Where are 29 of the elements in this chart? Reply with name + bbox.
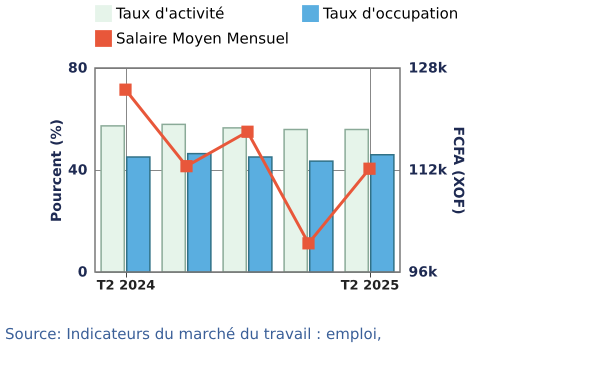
bar: [222, 127, 248, 273]
bar: [248, 156, 273, 273]
point: [180, 160, 193, 172]
source-note: Source: Indicateurs du marché du travail : emploi,: [5, 325, 382, 343]
bar: [100, 125, 126, 273]
y2-tick-label: 96k: [408, 264, 438, 280]
bar: [126, 156, 151, 273]
bar: [161, 124, 186, 273]
y-tick-label: 40: [68, 162, 88, 178]
y-axis-title: Pourcent (%): [49, 119, 66, 222]
bar: [344, 128, 370, 273]
point: [302, 237, 315, 250]
x-tick-label: T2 2025: [340, 278, 400, 294]
bar: [186, 152, 212, 273]
y-tick-label: 0: [78, 264, 88, 280]
y2-axis-title: FCFA (XOF): [450, 126, 466, 215]
legend-label: Taux d'occupation: [322, 4, 458, 23]
y2-tick-label: 128k: [408, 60, 448, 76]
y-tick-label: 80: [68, 60, 88, 76]
point: [119, 84, 132, 96]
y2-tick-label: 112k: [408, 162, 448, 178]
legend-label: Salaire Moyen Mensuel: [116, 30, 289, 48]
bar: [308, 160, 334, 273]
point: [363, 162, 376, 175]
bar: [370, 154, 395, 273]
legend-label: Taux d'activité: [115, 4, 224, 23]
point: [241, 126, 254, 138]
bar: [283, 128, 308, 273]
x-tick-label: T2 2024: [96, 278, 156, 294]
